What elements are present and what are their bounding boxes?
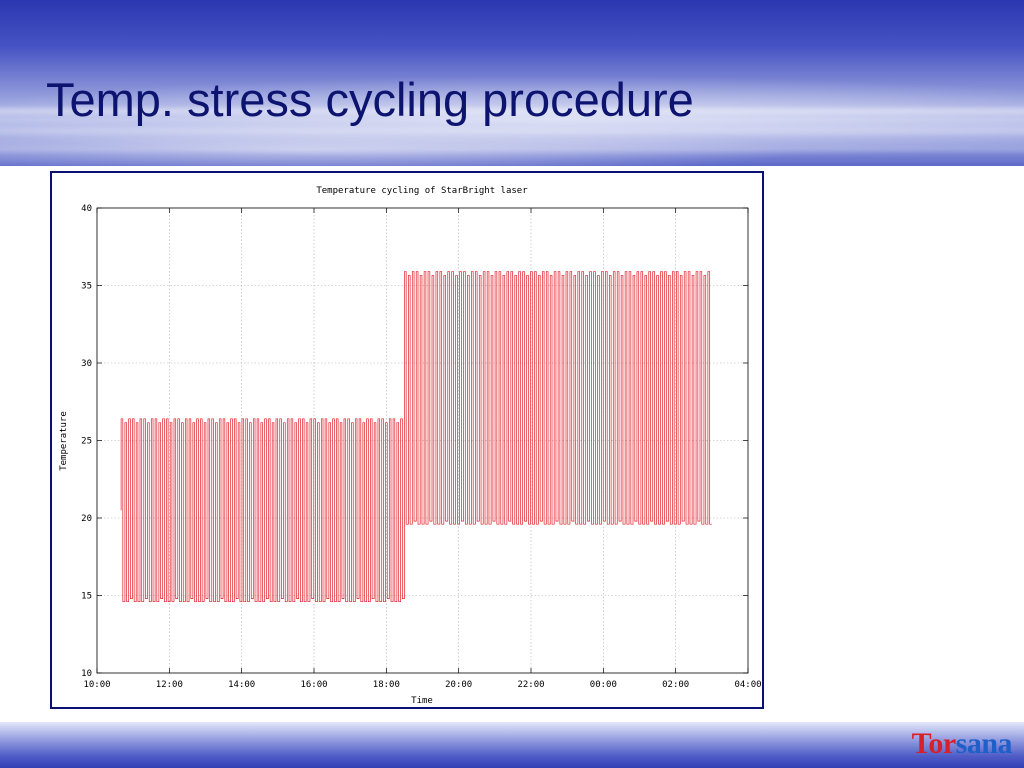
slide-header-banner: Temp. stress cycling procedure xyxy=(0,0,1024,166)
x-tick-label: 16:00 xyxy=(300,680,327,690)
series-line xyxy=(120,271,712,603)
chart-frame: 10:00 12:00 14:00 16:00 18:00 20:00 22:00 00:00… xyxy=(50,171,764,709)
x-tick-label: 14:00 xyxy=(228,680,255,690)
logo-text-blue: sana xyxy=(955,727,1013,760)
x-tick-label: 10:00 xyxy=(83,680,110,690)
y-tick-label: 35 xyxy=(81,282,92,292)
series-temperature xyxy=(120,271,712,603)
y-tick-label: 30 xyxy=(81,359,92,369)
slide-title: Temp. stress cycling procedure xyxy=(46,73,694,126)
chart-title: Temperature cycling of StarBright laser xyxy=(316,186,528,196)
y-tick-label: 20 xyxy=(81,514,92,524)
y-tick-label: 25 xyxy=(81,437,92,447)
x-tick-label: 02:00 xyxy=(662,680,689,690)
y-axis-label: Temperature xyxy=(59,411,69,471)
slide-footer-bar: Torsana xyxy=(0,722,1024,768)
y-tick-label: 15 xyxy=(81,592,92,602)
x-tick-label: 20:00 xyxy=(445,680,472,690)
logo-text-red: Tor xyxy=(911,727,957,760)
x-axis-label: Time xyxy=(411,696,433,706)
axis-ticks: 10:00 12:00 14:00 16:00 18:00 20:00 22:00 00:00… xyxy=(81,204,761,690)
x-tick-label: 00:00 xyxy=(590,680,617,690)
x-tick-label: 12:00 xyxy=(156,680,183,690)
x-tick-label: 18:00 xyxy=(373,680,400,690)
torsana-logo: Torsana xyxy=(911,727,1013,761)
y-tick-label: 10 xyxy=(81,669,92,679)
y-tick-label: 40 xyxy=(81,204,92,214)
temperature-chart: 10:00 12:00 14:00 16:00 18:00 20:00 22:00 00:00… xyxy=(59,186,762,706)
x-tick-label: 22:00 xyxy=(517,680,544,690)
x-tick-label: 04:00 xyxy=(734,680,761,690)
